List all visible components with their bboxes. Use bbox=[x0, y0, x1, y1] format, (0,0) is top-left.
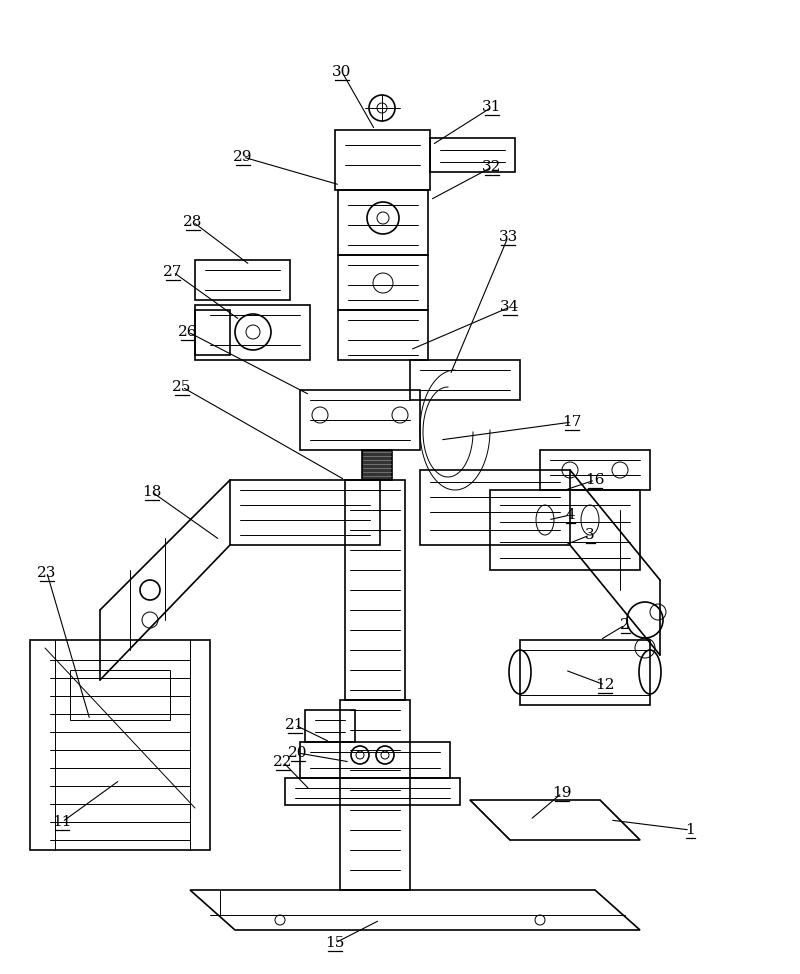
Text: 1: 1 bbox=[685, 823, 695, 837]
Text: 31: 31 bbox=[482, 100, 502, 114]
Text: 25: 25 bbox=[172, 380, 192, 394]
Text: 19: 19 bbox=[552, 786, 572, 800]
Text: 21: 21 bbox=[286, 718, 305, 732]
Text: 11: 11 bbox=[52, 815, 72, 829]
Text: 4: 4 bbox=[565, 508, 575, 522]
Text: 28: 28 bbox=[183, 215, 202, 229]
Text: 12: 12 bbox=[595, 678, 614, 692]
Text: 33: 33 bbox=[498, 230, 518, 244]
Text: 23: 23 bbox=[38, 566, 57, 580]
Text: 17: 17 bbox=[562, 415, 582, 429]
Text: 32: 32 bbox=[482, 160, 502, 174]
Text: 34: 34 bbox=[500, 300, 520, 314]
Text: 16: 16 bbox=[586, 473, 605, 487]
Text: 22: 22 bbox=[274, 755, 293, 769]
Text: 27: 27 bbox=[163, 265, 182, 279]
Text: 26: 26 bbox=[178, 325, 198, 339]
Text: 18: 18 bbox=[142, 485, 162, 499]
Text: 30: 30 bbox=[332, 65, 352, 79]
Text: 15: 15 bbox=[326, 936, 345, 950]
Text: 20: 20 bbox=[288, 746, 308, 760]
Text: 2: 2 bbox=[620, 618, 630, 632]
Text: 29: 29 bbox=[234, 150, 253, 164]
Polygon shape bbox=[362, 450, 392, 480]
Text: 3: 3 bbox=[585, 528, 595, 542]
